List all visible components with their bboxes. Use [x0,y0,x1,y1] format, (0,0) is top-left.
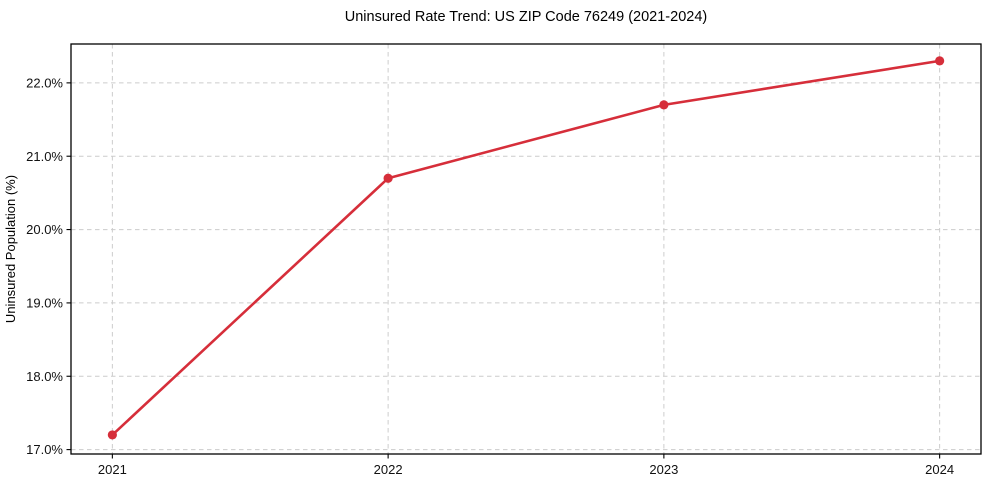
x-tick-label: 2023 [649,462,678,477]
plot-area: 17.0% 18.0% 19.0% 20.0% 21.0% 22.0% 2021 2022 20… [26,43,982,477]
series-line [111,59,941,437]
y-tick-label: 20.0% [26,222,63,237]
y-tick-label: 19.0% [26,295,63,310]
chart-title: Uninsured Rate Trend: US ZIP Code 76249 … [345,9,707,25]
axis-ticks [66,82,941,459]
y-tick-label: 17.0% [26,442,63,457]
x-tick-label: 2021 [98,462,127,477]
y-tick-label: 18.0% [26,369,63,384]
gridlines [71,44,981,454]
data-point-marker [659,100,669,110]
x-tick-label: 2024 [925,462,954,477]
x-tick-label: 2022 [374,462,403,477]
data-point-marker [935,56,945,66]
axis-tick-labels: 17.0% 18.0% 19.0% 20.0% 21.0% 22.0% 2021 2022 20… [26,75,954,477]
y-axis-label: Uninsured Population (%) [3,175,18,323]
data-point-marker [107,430,117,440]
plot-spines [70,43,982,455]
y-tick-label: 22.0% [26,75,63,90]
y-tick-label: 21.0% [26,149,63,164]
data-points [107,56,945,440]
data-point-marker [383,173,393,183]
